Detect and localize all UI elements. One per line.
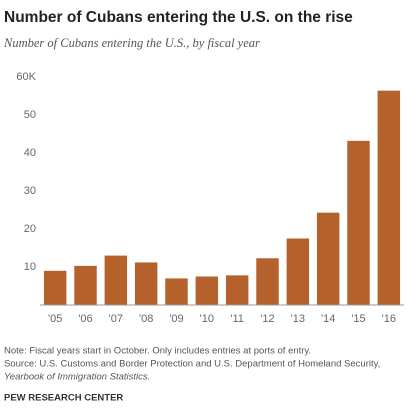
- y-tick-label: 10: [24, 261, 36, 273]
- bar: [316, 212, 340, 305]
- y-tick-label: 30: [24, 185, 36, 197]
- source-publication: Yearbook of Immigration Statistics.: [4, 372, 150, 383]
- x-tick-label: '14: [321, 313, 335, 325]
- x-tick-label: '16: [382, 313, 396, 325]
- y-tick-label: 60K: [16, 71, 36, 83]
- x-tick-label: '11: [230, 313, 244, 325]
- y-tick-label: 50: [24, 109, 36, 121]
- y-tick-label: 40: [24, 147, 36, 159]
- bar: [104, 255, 128, 305]
- x-tick-label: '13: [291, 313, 305, 325]
- credit: PEW RESEARCH CENTER: [4, 393, 123, 404]
- x-tick-label: '10: [200, 313, 214, 325]
- chart-title: Number of Cubans entering the U.S. on th…: [4, 9, 353, 26]
- bar: [74, 265, 97, 305]
- bar: [195, 276, 219, 305]
- x-tick-label: '06: [78, 313, 92, 325]
- bar: [134, 262, 158, 305]
- x-tick-label: '09: [169, 313, 183, 325]
- bar: [286, 238, 310, 305]
- x-tick-label: '05: [48, 313, 62, 325]
- x-tick-label: '12: [260, 313, 274, 325]
- y-tick-label: 20: [24, 223, 36, 235]
- x-tick-label: '15: [351, 313, 365, 325]
- note: Note: Fiscal years start in October. Onl…: [4, 346, 311, 357]
- chart-subtitle: Number of Cubans entering the U.S., by f…: [3, 36, 260, 50]
- bar: [165, 278, 188, 305]
- bar: [225, 275, 249, 305]
- bar: [347, 140, 370, 305]
- bar: [43, 270, 67, 305]
- bar: [256, 258, 279, 305]
- x-tick-label: '08: [139, 313, 153, 325]
- source: Source: U.S. Customs and Border Protecti…: [4, 359, 380, 370]
- bar: [377, 90, 401, 306]
- x-tick-label: '07: [109, 313, 123, 325]
